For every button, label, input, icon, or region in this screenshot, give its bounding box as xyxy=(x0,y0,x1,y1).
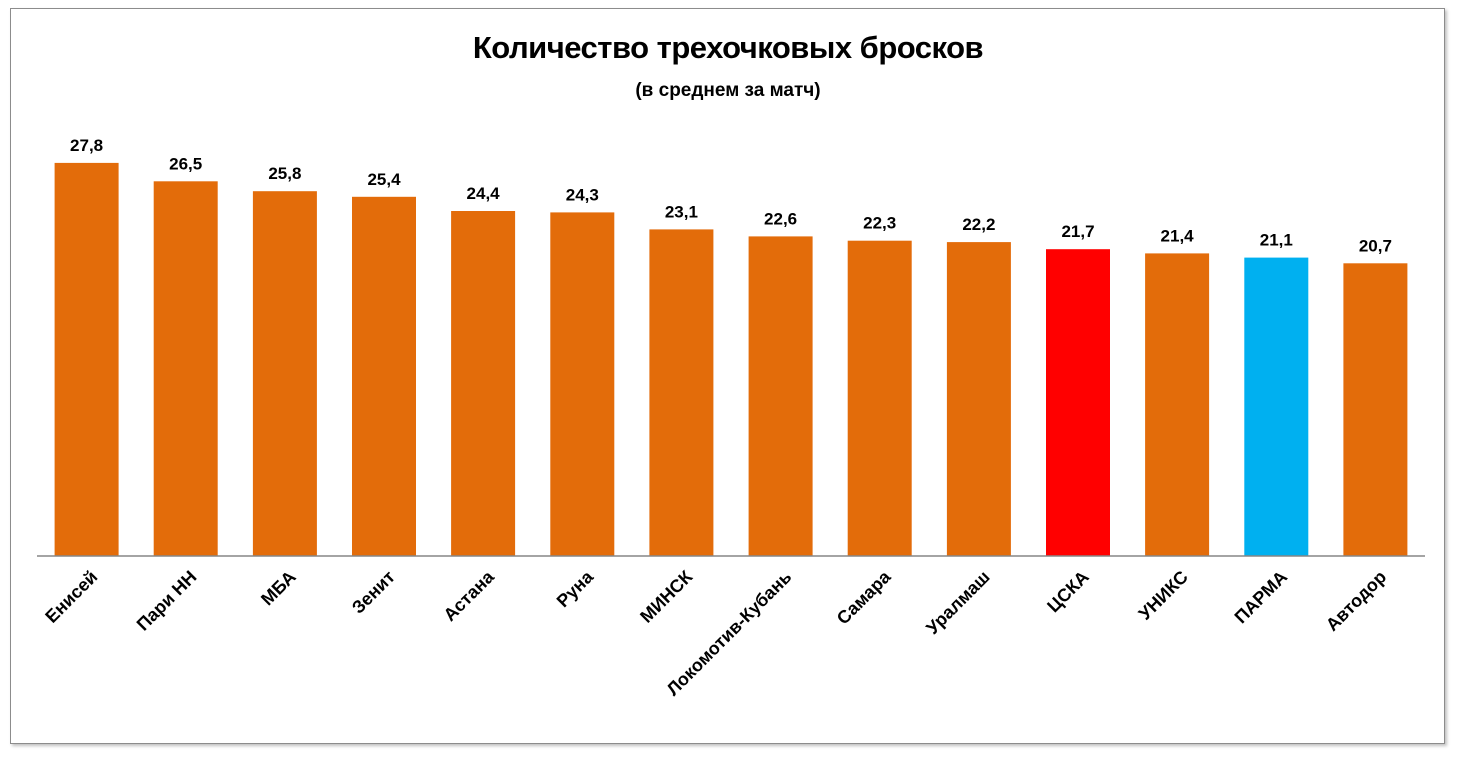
value-label: 23,1 xyxy=(665,202,698,221)
category-label: УНИКС xyxy=(1135,567,1192,624)
category-label: Пари НН xyxy=(133,567,201,635)
category-label: Астана xyxy=(440,566,499,625)
value-label: 26,5 xyxy=(169,154,202,173)
bar xyxy=(946,242,1011,556)
bar xyxy=(54,162,119,556)
value-label: 25,4 xyxy=(367,170,401,189)
category-label: Автодор xyxy=(1322,567,1390,635)
category-label: Уралмаш xyxy=(922,567,993,638)
bar xyxy=(847,240,912,556)
value-label: 22,2 xyxy=(962,215,995,234)
category-label: ЦСКА xyxy=(1043,567,1093,617)
bar xyxy=(550,212,615,556)
category-label: Зенит xyxy=(348,567,399,618)
value-label: 21,4 xyxy=(1161,226,1195,245)
chart-subtitle: (в среднем за матч) xyxy=(635,80,821,101)
category-label: МБА xyxy=(257,567,300,610)
category-label: Енисей xyxy=(41,567,101,627)
bar xyxy=(1244,257,1309,556)
value-label: 22,3 xyxy=(863,214,896,233)
value-label: 20,7 xyxy=(1359,236,1392,255)
value-labels-group: 27,8 26,5 25,8 25,4 24,4 24,3 23,1 22,6 22,3 22,2… xyxy=(70,136,1392,255)
bar xyxy=(1145,253,1210,556)
bars-group xyxy=(54,162,1408,557)
bar xyxy=(748,236,813,556)
chart-title: Количество трехочковых бросков xyxy=(472,30,984,65)
bar xyxy=(1343,263,1408,556)
category-label: ПАРМА xyxy=(1231,567,1292,628)
bar xyxy=(451,211,516,556)
category-label: Руна xyxy=(553,566,598,611)
value-label: 24,4 xyxy=(467,184,501,203)
bar xyxy=(252,191,317,556)
value-label: 22,6 xyxy=(764,209,797,228)
bar xyxy=(352,196,416,557)
bar xyxy=(153,181,218,557)
value-label: 27,8 xyxy=(70,136,103,155)
value-label: 21,7 xyxy=(1061,222,1094,241)
bar xyxy=(649,229,714,556)
bar xyxy=(1046,249,1110,556)
category-labels-group: Енисей Пари НН МБА Зенит Астана Руна МИНСКЛоко… xyxy=(41,566,1390,700)
value-label: 25,8 xyxy=(268,164,301,183)
category-label: Самара xyxy=(833,566,895,628)
category-label: МИНСК xyxy=(636,566,697,627)
value-label: 24,3 xyxy=(566,185,599,204)
value-label: 21,1 xyxy=(1260,231,1293,250)
